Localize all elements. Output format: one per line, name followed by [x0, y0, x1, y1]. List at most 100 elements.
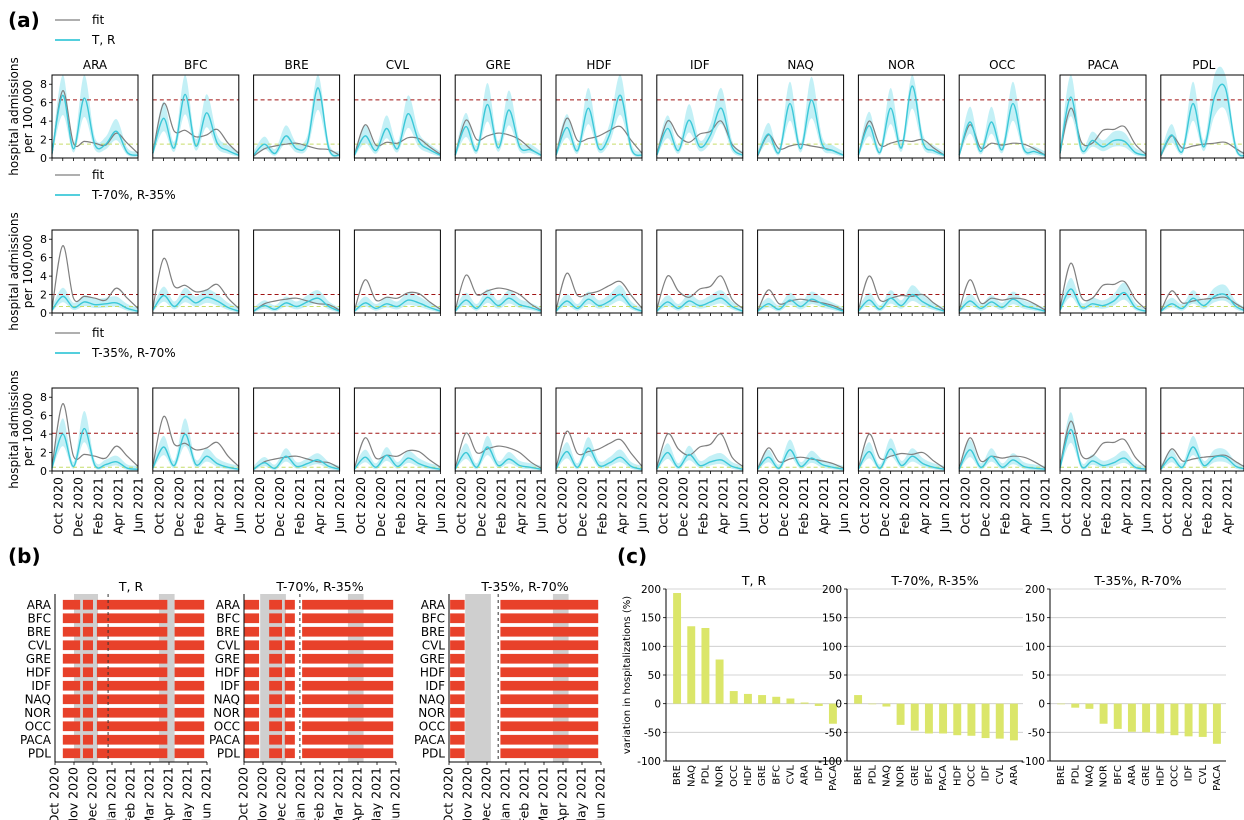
- scenario-line: [555, 447, 643, 470]
- category-label: NAQ: [881, 765, 892, 787]
- region-title: BRE: [285, 58, 309, 72]
- variation-bar: [1009, 703, 1018, 741]
- x-date-label: Apr 2021: [555, 767, 570, 820]
- variation-bar: [786, 698, 795, 704]
- y-axis-label-line: per 100,000: [21, 235, 35, 308]
- scenario-line: [253, 297, 340, 312]
- category-label: BRE: [672, 765, 683, 785]
- fit-line: [555, 430, 643, 469]
- category-label: IDF: [981, 765, 992, 782]
- y-tick-label: 200: [1025, 584, 1045, 596]
- region-label: PACA: [414, 733, 446, 747]
- fit-line: [152, 257, 240, 309]
- y-tick-label: 2: [40, 289, 47, 302]
- variation-bar: [743, 693, 752, 704]
- fit-line: [656, 275, 744, 310]
- gantt-title: T, R: [118, 579, 144, 594]
- y-tick-label: 6: [40, 410, 47, 423]
- scenario-line: [1160, 83, 1244, 157]
- period-bar: [96, 680, 168, 691]
- variation-bar: [1113, 703, 1122, 729]
- x-date-label: Feb 2021: [998, 477, 1013, 535]
- variation-bar: [1071, 703, 1080, 708]
- x-date-label: Feb 2021: [897, 477, 912, 535]
- region-label: PACA: [209, 733, 241, 747]
- variation-bar: [772, 696, 781, 704]
- period-bar: [244, 640, 260, 651]
- variation-bar: [896, 703, 905, 725]
- variation-bar: [1198, 703, 1207, 737]
- y-tick-label: 2: [40, 447, 47, 460]
- scenario-line: [857, 448, 945, 470]
- period-bar: [284, 694, 295, 705]
- x-date-label: Dec 2020: [71, 477, 86, 537]
- period-bar: [284, 748, 295, 759]
- x-date-label: Nov 2020: [460, 767, 475, 820]
- uncertainty-band: [253, 290, 340, 313]
- fit-line: [958, 279, 1046, 311]
- x-date-label: Apr 2021: [1219, 477, 1234, 534]
- scenario-line: [555, 293, 643, 312]
- fit-line: [857, 120, 945, 156]
- x-date-label: Jun 2021: [433, 477, 448, 533]
- uncertainty-band: [656, 443, 743, 471]
- period-bar: [244, 653, 260, 664]
- scenario-line: [757, 298, 844, 312]
- scenario-line: [555, 94, 643, 157]
- scenario-line: [656, 451, 743, 470]
- x-date-label: Oct 2020: [353, 477, 368, 534]
- category-label: HDF: [1155, 765, 1166, 786]
- x-date-label: Jun 2021: [231, 477, 246, 533]
- uncertainty-band: [1060, 74, 1146, 157]
- x-date-label: Jun 2021: [534, 477, 549, 533]
- y-axis-label: hospital admissionsper 100,000: [7, 212, 35, 330]
- legend-scenario-label: T-35%, R-70%: [91, 346, 176, 360]
- period-bar: [244, 707, 260, 718]
- subplot-PDL-row1: PDL: [1160, 58, 1244, 161]
- period-bar: [500, 680, 599, 691]
- scenario-line: [958, 102, 1046, 156]
- period-bar: [500, 599, 599, 610]
- region-label: OCC: [419, 719, 445, 733]
- fit-line: [555, 272, 643, 311]
- period-bar: [284, 680, 295, 691]
- period-bar: [269, 721, 282, 732]
- subplot-NAQ-row2: [757, 229, 845, 316]
- period-bar: [62, 734, 81, 745]
- region-label: NOR: [418, 706, 445, 720]
- period-bar: [500, 640, 599, 651]
- y-tick-label: 150: [641, 613, 661, 625]
- x-date-label: Oct 2020: [857, 477, 872, 534]
- variation-bar: [814, 703, 823, 706]
- x-date-label: Jun 2021: [1139, 477, 1154, 533]
- subplot-BRE-row3: Oct 2020 Dec 2020 Feb 2021 Apr 2021 Jun 2021: [252, 387, 347, 537]
- period-bar: [284, 640, 295, 651]
- category-label: BFC: [1113, 765, 1124, 785]
- uncertainty-band: [959, 291, 1046, 313]
- panel-label-c: (c): [617, 544, 647, 568]
- x-date-label: Oct 2020: [151, 477, 166, 534]
- period-bar: [269, 694, 282, 705]
- scenario-line: [1059, 288, 1147, 312]
- gantt-chart-3: T-35%, R-70%ARABFCBRECVLGREHDFIDFNAQNORO…: [414, 579, 608, 820]
- category-label: NOR: [715, 765, 726, 787]
- x-date-label: Dec 2020: [272, 477, 287, 537]
- subplot-IDF-row3: Oct 2020 Dec 2020 Feb 2021 Apr 2021 Jun 2021: [655, 387, 750, 537]
- fit-line: [857, 275, 945, 311]
- y-axis-label: variation in hospitalizations (%): [622, 596, 633, 754]
- x-date-label: Oct 2020: [655, 477, 670, 534]
- period-bar: [302, 680, 394, 691]
- variation-bar: [1156, 703, 1165, 734]
- fit-line: [857, 433, 945, 469]
- x-date-label: Oct 2020: [756, 477, 771, 534]
- legend-scenario-label: T-70%, R-35%: [91, 188, 176, 202]
- period-bar: [500, 694, 599, 705]
- subplot-BRE-row2: [253, 229, 341, 316]
- region-label: CVL: [422, 638, 446, 652]
- x-date-label: May 2021: [180, 767, 195, 820]
- period-bar: [450, 734, 465, 745]
- subplot-NOR-row3: Oct 2020 Dec 2020 Feb 2021 Apr 2021 Jun 2021: [857, 387, 952, 537]
- uncertainty-band: [1160, 66, 1244, 158]
- y-axis-label-line: hospital admissions: [7, 57, 21, 175]
- region-label: HDF: [420, 665, 445, 679]
